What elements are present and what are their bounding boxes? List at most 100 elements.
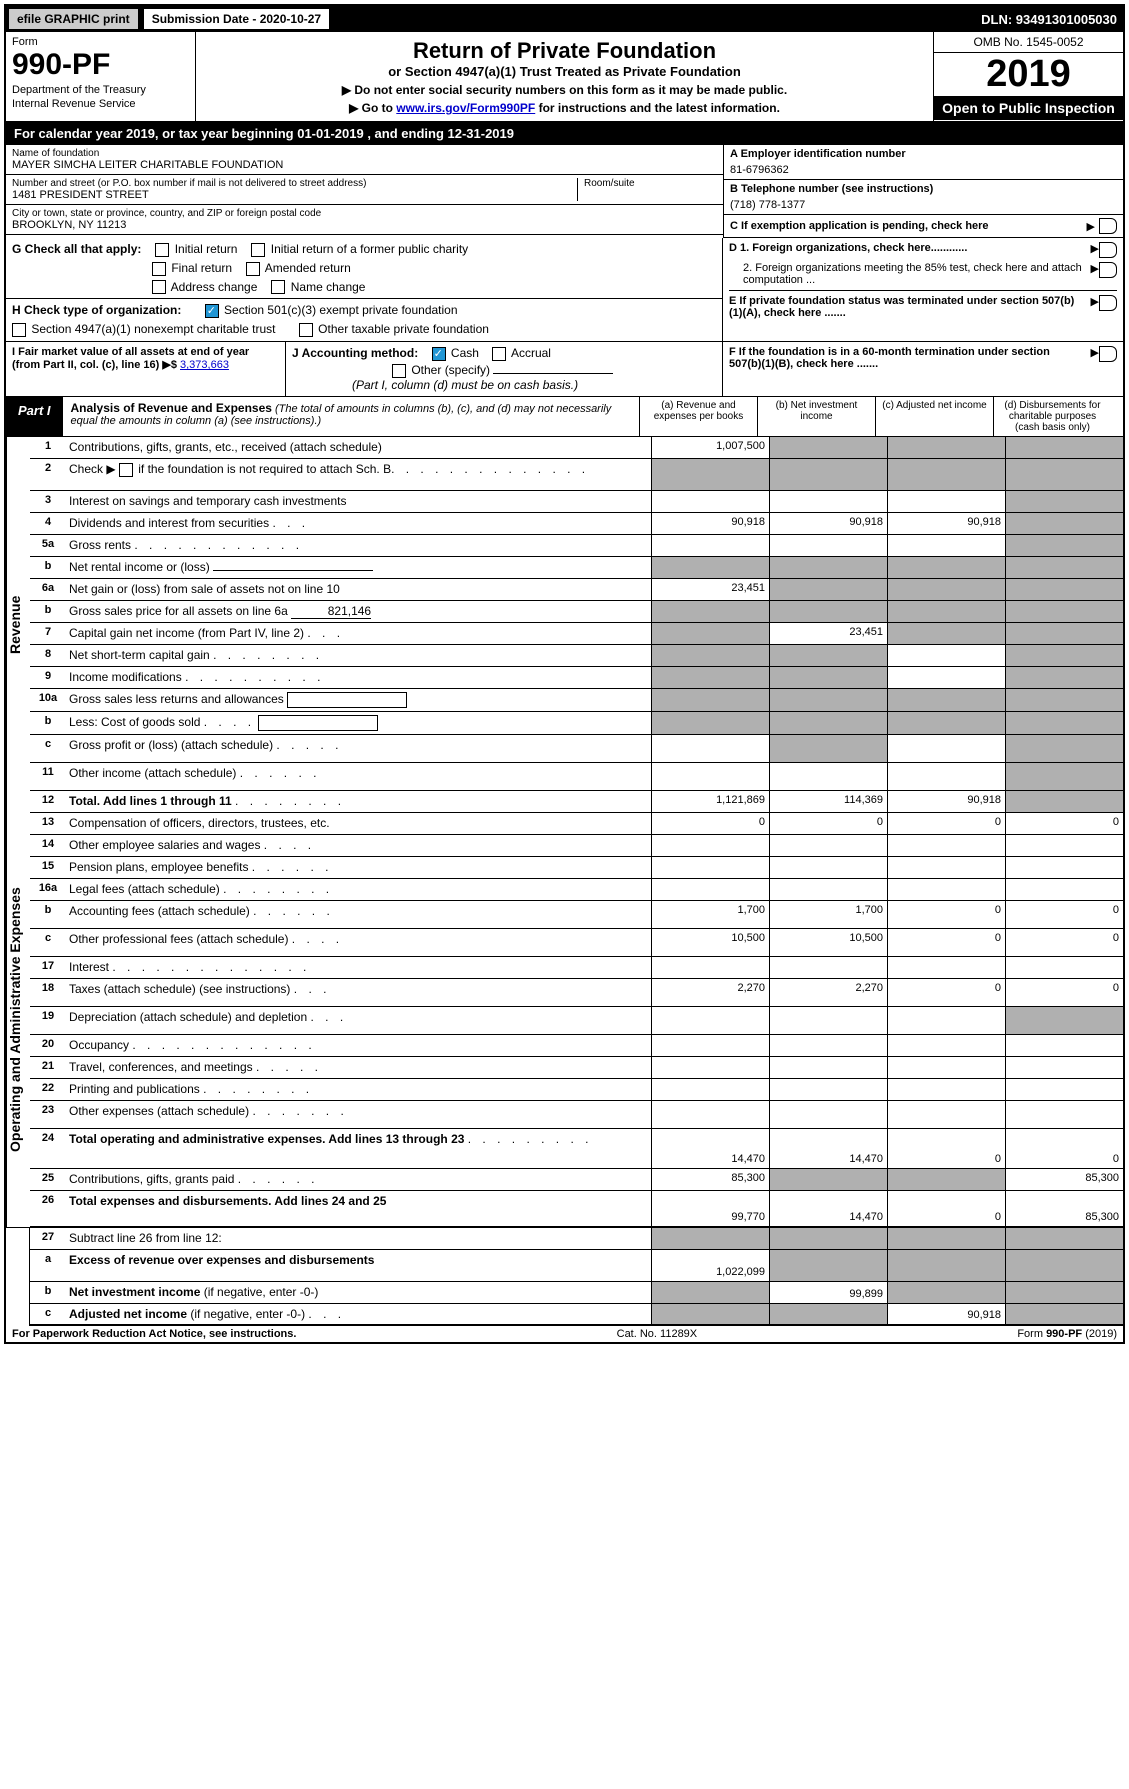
c-checkbox[interactable] — [1099, 218, 1117, 234]
line-10a-d — [1005, 689, 1123, 711]
line-2-a — [651, 459, 769, 490]
line-14-b — [769, 835, 887, 856]
header-left: Form 990-PF Department of the Treasury I… — [6, 32, 196, 121]
line-17-b — [769, 957, 887, 978]
line-16b-d: 0 — [1005, 901, 1123, 928]
line-25-b — [769, 1169, 887, 1190]
other-method-label: Other (specify) — [411, 363, 490, 377]
line-18-a: 2,270 — [651, 979, 769, 1006]
irs-label: Internal Revenue Service — [12, 98, 189, 110]
line-6b-value: 821,146 — [291, 604, 371, 619]
line-9-b — [769, 667, 887, 688]
d2-checkbox[interactable] — [1099, 262, 1117, 278]
4947-checkbox[interactable] — [12, 323, 26, 337]
initial-return-checkbox[interactable] — [155, 243, 169, 257]
d1-checkbox[interactable] — [1099, 242, 1117, 258]
line-22-desc: Printing and publications . . . . . . . … — [66, 1079, 651, 1100]
line-27a-desc: Excess of revenue over expenses and disb… — [66, 1250, 651, 1281]
tax-year: 2019 — [934, 53, 1123, 96]
address-change-checkbox[interactable] — [152, 280, 166, 294]
line-8-a — [651, 645, 769, 666]
line-20-desc: Occupancy . . . . . . . . . . . . . — [66, 1035, 651, 1056]
initial-former-checkbox[interactable] — [251, 243, 265, 257]
line-26-a: 99,770 — [651, 1191, 769, 1226]
final-return-checkbox[interactable] — [152, 262, 166, 276]
fmv-value-link[interactable]: 3,373,663 — [180, 359, 229, 371]
line-3-c — [887, 491, 1005, 512]
line-7-c — [887, 623, 1005, 644]
line-15-d — [1005, 857, 1123, 878]
line-7-a — [651, 623, 769, 644]
form-page: efile GRAPHIC print Submission Date - 20… — [4, 4, 1125, 1344]
footer-right: Form 990-PF (2019) — [1017, 1328, 1117, 1340]
501c3-checkbox[interactable] — [205, 304, 219, 318]
line-14-d — [1005, 835, 1123, 856]
cash-checkbox[interactable] — [432, 347, 446, 361]
accrual-checkbox[interactable] — [492, 347, 506, 361]
form-header: Form 990-PF Department of the Treasury I… — [6, 32, 1123, 122]
header-right: OMB No. 1545-0052 2019 Open to Public In… — [933, 32, 1123, 121]
line-9-d — [1005, 667, 1123, 688]
other-method-checkbox[interactable] — [392, 364, 406, 378]
line-15-c — [887, 857, 1005, 878]
line-6b-c — [887, 601, 1005, 622]
c-exemption-row: C If exemption application is pending, c… — [724, 215, 1123, 238]
line-24-c: 0 — [887, 1129, 1005, 1168]
line-27b-d — [1005, 1282, 1123, 1303]
room-label: Room/suite — [584, 178, 717, 189]
line-27-c — [887, 1228, 1005, 1249]
line-20-d — [1005, 1035, 1123, 1056]
line-12-c: 90,918 — [887, 791, 1005, 812]
amended-checkbox[interactable] — [246, 262, 260, 276]
line-2-post: if the foundation is not required to att… — [135, 462, 391, 476]
form-word: Form — [12, 36, 189, 48]
name-change-checkbox[interactable] — [271, 280, 285, 294]
line-23-num: 23 — [30, 1101, 66, 1128]
entity-right: A Employer identification number 81-6796… — [723, 145, 1123, 238]
footer-center: Cat. No. 11289X — [617, 1328, 698, 1340]
f-checkbox[interactable] — [1099, 346, 1117, 362]
line-6a-a: 23,451 — [651, 579, 769, 600]
col-b-header: (b) Net investment income — [757, 397, 875, 436]
d-e-section: D 1. Foreign organizations, check here..… — [723, 238, 1123, 341]
foundation-name-cell: Name of foundation MAYER SIMCHA LEITER C… — [6, 145, 723, 175]
line-9-a — [651, 667, 769, 688]
h-section: H Check type of organization: Section 50… — [6, 299, 722, 341]
line-12-d — [1005, 791, 1123, 812]
calendar-year-row: For calendar year 2019, or tax year begi… — [6, 122, 1123, 145]
line-22-a — [651, 1079, 769, 1100]
g-h-section: G Check all that apply: Initial return I… — [6, 238, 1123, 342]
line-5b-a — [651, 557, 769, 578]
form-note-2: ▶ Go to www.irs.gov/Form990PF for instru… — [202, 101, 927, 115]
sch-b-checkbox[interactable] — [119, 463, 133, 477]
line-19-b — [769, 1007, 887, 1034]
line-15-desc: Pension plans, employee benefits . . . .… — [66, 857, 651, 878]
h-label: H Check type of organization: — [12, 303, 181, 317]
line-27c-b — [769, 1304, 887, 1324]
initial-former-label: Initial return of a former public charit… — [271, 242, 468, 256]
line-17-a — [651, 957, 769, 978]
line-6b-d — [1005, 601, 1123, 622]
note2-pre: ▶ Go to — [349, 101, 396, 115]
line-27c-desc: Adjusted net income (if negative, enter … — [66, 1304, 651, 1324]
line-23-c — [887, 1101, 1005, 1128]
instructions-link[interactable]: www.irs.gov/Form990PF — [396, 101, 535, 115]
e-checkbox[interactable] — [1099, 295, 1117, 311]
form-subtitle: or Section 4947(a)(1) Trust Treated as P… — [202, 64, 927, 79]
col-d-header: (d) Disbursements for charitable purpose… — [993, 397, 1111, 436]
efile-print-button[interactable]: efile GRAPHIC print — [8, 8, 139, 30]
part1-header-row: Part I Analysis of Revenue and Expenses … — [6, 397, 1123, 437]
line-5b-c — [887, 557, 1005, 578]
line-19-num: 19 — [30, 1007, 66, 1034]
line-12-num: 12 — [30, 791, 66, 812]
line-16a-d — [1005, 879, 1123, 900]
c-label: C If exemption application is pending, c… — [730, 220, 1087, 232]
part1-title: Analysis of Revenue and Expenses — [71, 401, 272, 415]
line-27c-d — [1005, 1304, 1123, 1324]
line-10a-num: 10a — [30, 689, 66, 711]
entity-left: Name of foundation MAYER SIMCHA LEITER C… — [6, 145, 723, 238]
g-section: G Check all that apply: Initial return I… — [6, 238, 722, 299]
other-taxable-checkbox[interactable] — [299, 323, 313, 337]
line-16c-c: 0 — [887, 929, 1005, 956]
line-18-c: 0 — [887, 979, 1005, 1006]
